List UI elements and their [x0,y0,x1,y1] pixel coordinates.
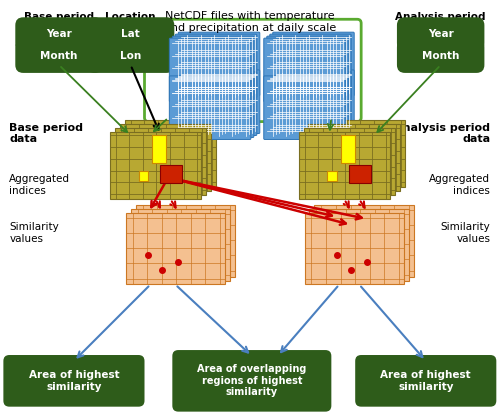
FancyBboxPatch shape [266,36,348,100]
Text: Base period
data: Base period data [10,123,84,144]
Text: Similarity
values: Similarity values [440,222,490,244]
FancyBboxPatch shape [270,34,351,98]
FancyBboxPatch shape [178,32,260,96]
Text: Lon: Lon [120,51,141,61]
FancyBboxPatch shape [176,34,257,98]
FancyBboxPatch shape [172,36,254,100]
FancyBboxPatch shape [136,205,235,276]
FancyBboxPatch shape [4,355,144,407]
FancyBboxPatch shape [355,355,496,407]
Text: Year: Year [46,29,72,39]
Text: Year: Year [428,29,454,39]
FancyBboxPatch shape [144,19,361,122]
FancyBboxPatch shape [304,128,395,195]
FancyBboxPatch shape [176,72,257,136]
Text: Area of overlapping
regions of highest
similarity: Area of overlapping regions of highest s… [197,364,306,397]
FancyBboxPatch shape [270,72,351,136]
FancyBboxPatch shape [397,39,484,73]
Text: Area of highest
similarity: Area of highest similarity [28,370,120,392]
Text: Similarity
values: Similarity values [10,222,59,244]
FancyBboxPatch shape [328,171,338,181]
FancyBboxPatch shape [264,38,345,102]
FancyBboxPatch shape [16,39,103,73]
FancyBboxPatch shape [120,123,211,191]
FancyBboxPatch shape [160,165,182,183]
FancyBboxPatch shape [16,17,103,51]
Text: Month: Month [422,51,460,61]
FancyBboxPatch shape [308,123,400,191]
Text: Area of highest
similarity: Area of highest similarity [380,370,471,392]
FancyBboxPatch shape [298,131,390,199]
Text: Base period: Base period [24,13,94,23]
FancyBboxPatch shape [152,136,166,163]
FancyBboxPatch shape [172,74,254,138]
FancyBboxPatch shape [170,38,251,102]
FancyBboxPatch shape [304,213,404,284]
FancyBboxPatch shape [272,32,354,96]
FancyBboxPatch shape [314,120,405,187]
FancyBboxPatch shape [342,136,355,163]
FancyBboxPatch shape [310,209,409,281]
FancyBboxPatch shape [170,76,251,139]
FancyBboxPatch shape [172,350,332,412]
FancyBboxPatch shape [87,17,174,51]
FancyBboxPatch shape [264,76,345,139]
FancyBboxPatch shape [397,17,484,51]
Text: Analysis period
data: Analysis period data [394,123,490,144]
FancyBboxPatch shape [110,131,201,199]
FancyBboxPatch shape [130,209,230,281]
FancyBboxPatch shape [178,70,260,133]
FancyBboxPatch shape [266,74,348,138]
FancyBboxPatch shape [114,128,206,195]
FancyBboxPatch shape [87,39,174,73]
Text: Location: Location [106,13,156,23]
Text: NetCDF files with temperature
and precipitation at daily scale: NetCDF files with temperature and precip… [164,11,336,33]
Text: Aggregated
indices: Aggregated indices [430,174,490,196]
Text: Aggregated
indices: Aggregated indices [10,174,70,196]
FancyBboxPatch shape [314,205,414,276]
FancyBboxPatch shape [272,70,354,133]
Text: Analysis period: Analysis period [396,13,486,23]
FancyBboxPatch shape [349,165,371,183]
Text: Lat: Lat [121,29,140,39]
FancyBboxPatch shape [126,213,225,284]
FancyBboxPatch shape [124,120,216,187]
Text: Month: Month [40,51,78,61]
FancyBboxPatch shape [138,171,148,181]
